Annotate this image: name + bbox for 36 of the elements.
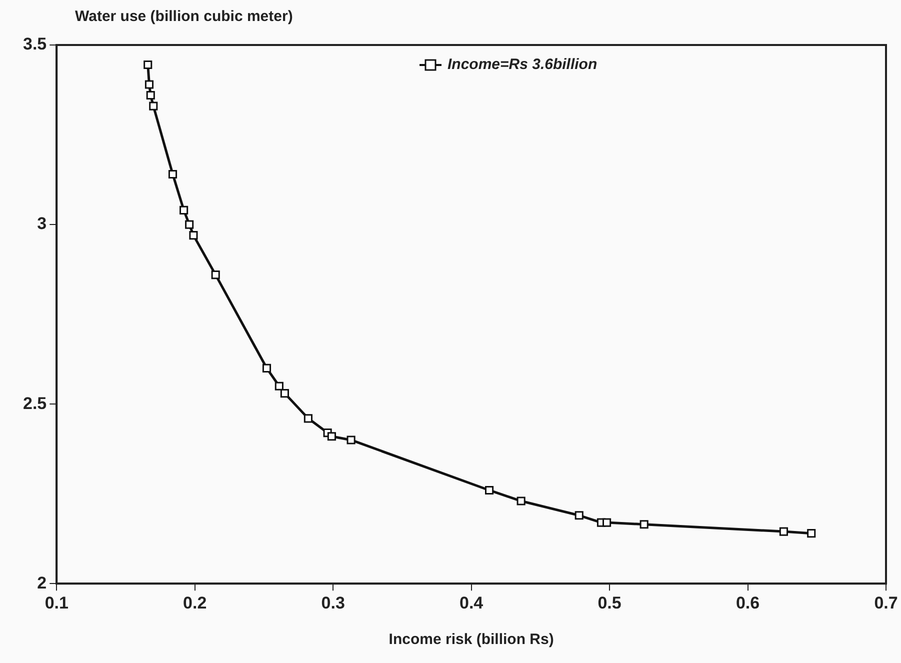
x-tick-label: 0.6 [736, 593, 760, 612]
x-tick-label: 0.3 [321, 593, 345, 612]
y-axis-title: Water use (billion cubic meter) [75, 8, 293, 25]
x-tick-label: 0.1 [44, 593, 68, 612]
y-tick-label: 3 [37, 214, 47, 234]
x-axis-title: Income risk (billion Rs) [388, 631, 554, 648]
point [779, 527, 788, 536]
point [280, 389, 289, 398]
point [304, 414, 312, 423]
x-tick-label: 0.2 [183, 593, 207, 612]
point [144, 60, 152, 70]
legend-label: Income=Rs 3.6billion [448, 56, 598, 74]
point [574, 511, 584, 520]
y-tick-label: 3.5 [22, 34, 47, 54]
point [516, 496, 526, 506]
point [168, 170, 178, 179]
point [185, 220, 194, 229]
point [149, 102, 158, 110]
point [189, 231, 198, 240]
y-tick-label: 2.5 [22, 394, 47, 413]
point [211, 270, 220, 280]
point [807, 529, 816, 538]
point [274, 382, 284, 390]
point [180, 206, 188, 214]
point [146, 90, 155, 100]
point [640, 520, 648, 529]
point [602, 518, 612, 527]
point [485, 486, 494, 495]
point [262, 364, 272, 372]
point [144, 80, 154, 89]
x-tick-label: 0.4 [459, 593, 484, 612]
x-tick-label: 0.5 [598, 593, 622, 612]
point [346, 436, 356, 444]
y-tick-label: 2 [37, 573, 47, 592]
x-tick-label: 0.7 [874, 593, 898, 612]
point [327, 432, 336, 441]
